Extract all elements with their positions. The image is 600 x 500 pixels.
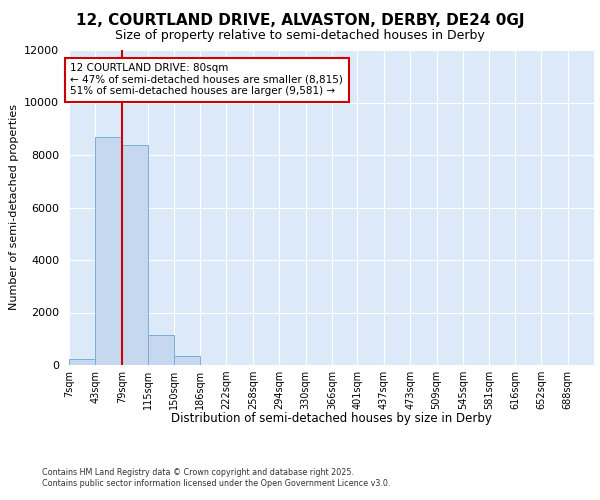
Bar xyxy=(69,359,95,365)
Bar xyxy=(95,136,122,365)
Y-axis label: Number of semi-detached properties: Number of semi-detached properties xyxy=(8,104,19,310)
Bar xyxy=(148,335,174,365)
Bar xyxy=(122,144,148,365)
Bar xyxy=(174,356,200,365)
Text: Size of property relative to semi-detached houses in Derby: Size of property relative to semi-detach… xyxy=(115,29,485,42)
Text: 12, COURTLAND DRIVE, ALVASTON, DERBY, DE24 0GJ: 12, COURTLAND DRIVE, ALVASTON, DERBY, DE… xyxy=(76,12,524,28)
X-axis label: Distribution of semi-detached houses by size in Derby: Distribution of semi-detached houses by … xyxy=(171,412,492,425)
Text: 12 COURTLAND DRIVE: 80sqm
← 47% of semi-detached houses are smaller (8,815)
51% : 12 COURTLAND DRIVE: 80sqm ← 47% of semi-… xyxy=(70,63,343,96)
Text: Contains HM Land Registry data © Crown copyright and database right 2025.
Contai: Contains HM Land Registry data © Crown c… xyxy=(42,468,391,487)
